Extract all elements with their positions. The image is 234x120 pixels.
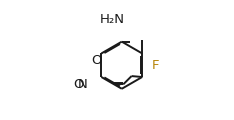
Text: N: N bbox=[78, 78, 87, 91]
Text: O: O bbox=[91, 54, 102, 67]
Text: F: F bbox=[152, 59, 159, 72]
Text: O: O bbox=[74, 78, 84, 91]
Text: H₂N: H₂N bbox=[100, 13, 125, 26]
